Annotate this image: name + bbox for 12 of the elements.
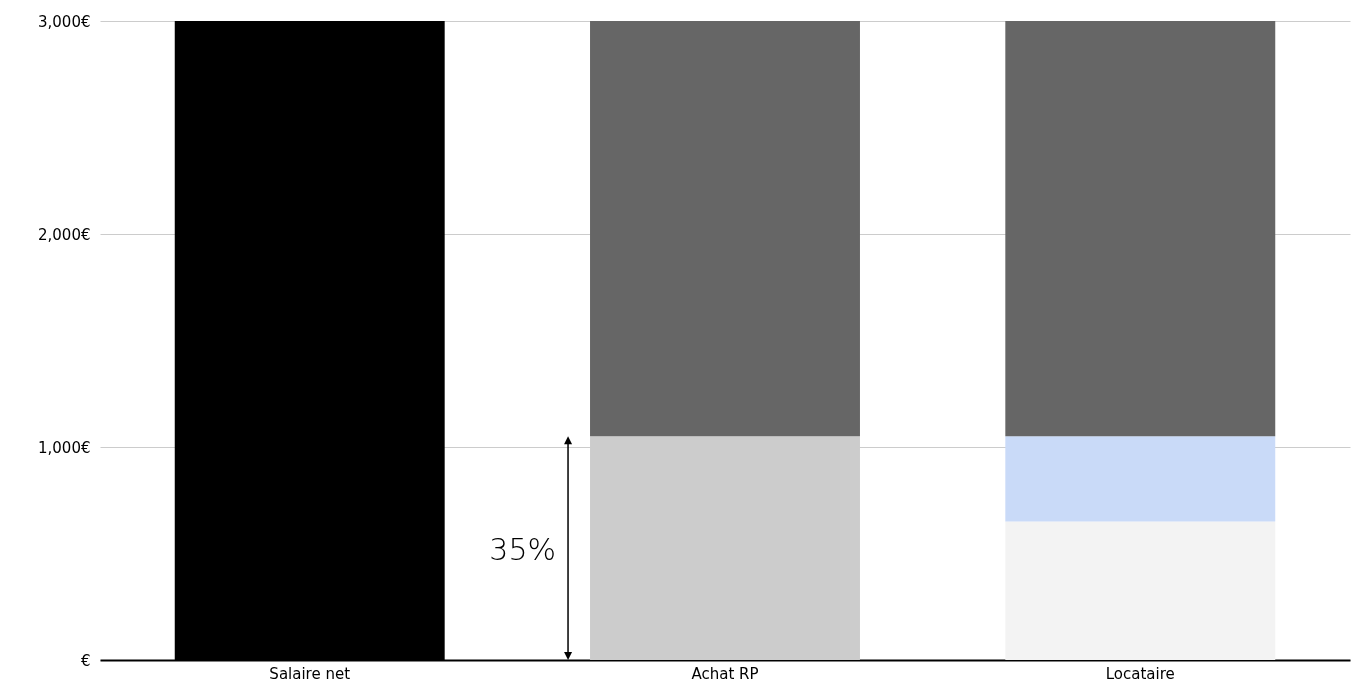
y-tick-label: € (80, 651, 91, 670)
x-tick-label: Salaire net (269, 664, 351, 683)
x-tick-label: Achat RP (691, 664, 759, 683)
x-tick-label: Locataire (1105, 664, 1175, 683)
bar (1005, 521, 1276, 660)
bar (1005, 436, 1276, 522)
y-tick-label: 3,000€ (38, 12, 91, 31)
y-tick-label: 1,000€ (38, 438, 91, 457)
bar (1005, 21, 1276, 437)
bar (590, 21, 860, 437)
y-tick-label: 2,000€ (38, 225, 91, 244)
annotation: 35% (489, 532, 557, 568)
